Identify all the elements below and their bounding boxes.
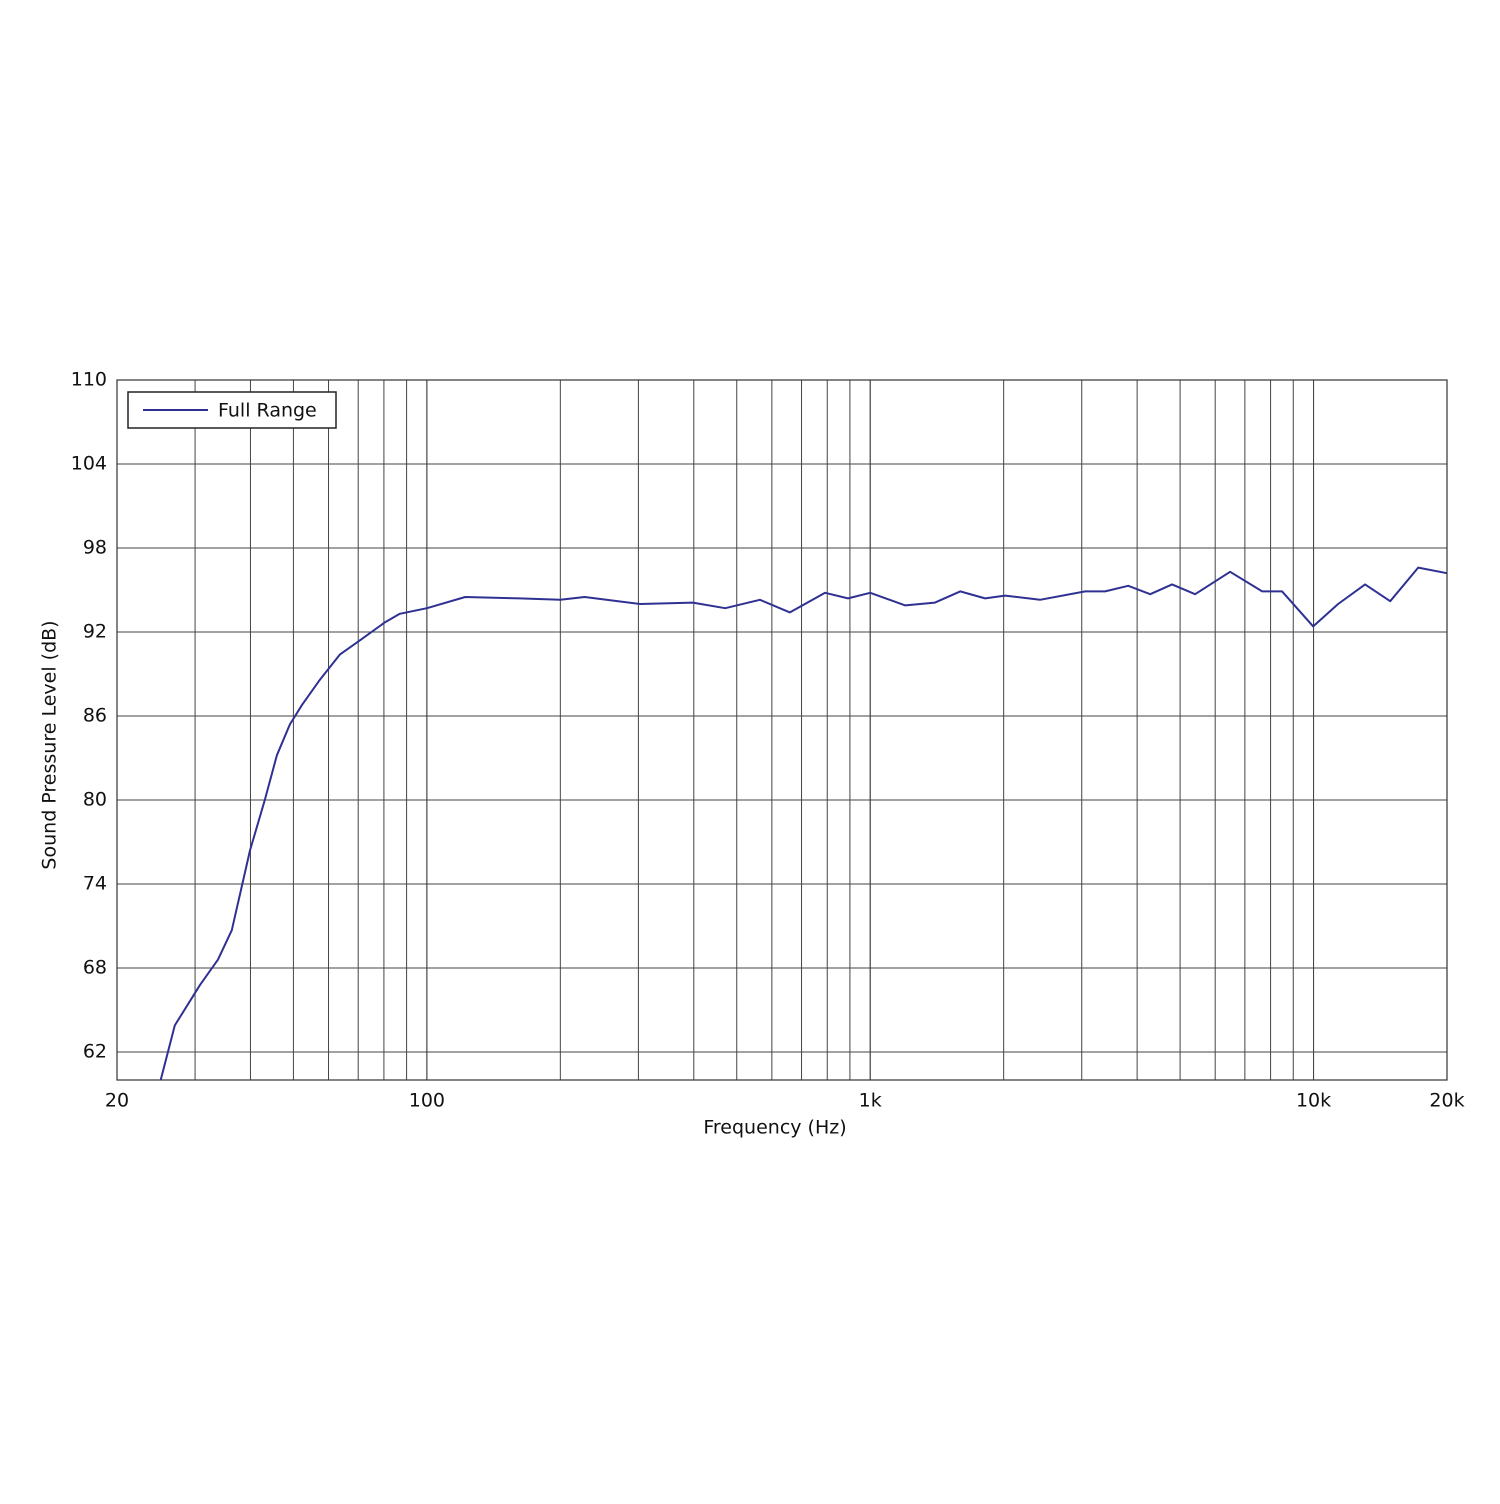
x-tick-label: 20k <box>1429 1090 1464 1112</box>
y-axis-label: Sound Pressure Level (dB) <box>39 620 61 869</box>
y-tick-label: 74 <box>83 873 107 895</box>
x-tick-label: 1k <box>859 1090 882 1112</box>
plot-frame <box>116 379 1448 1081</box>
y-tick-label: 62 <box>83 1041 107 1063</box>
y-tick-label: 98 <box>83 537 107 559</box>
y-tick-label: 68 <box>83 957 107 979</box>
y-tick-label: 86 <box>83 705 107 727</box>
y-tick-label: 80 <box>83 789 107 811</box>
y-tick-label: 92 <box>83 621 107 643</box>
x-tick-label: 10k <box>1296 1090 1331 1112</box>
line-series <box>159 566 1448 1081</box>
y-tick-label: 110 <box>71 369 107 391</box>
x-axis-label: Frequency (Hz) <box>703 1117 846 1139</box>
x-tick-label: 100 <box>409 1090 445 1112</box>
y-tick-label: 104 <box>71 453 107 475</box>
legend-label: Full Range <box>218 400 317 422</box>
x-tick-label: 20 <box>105 1090 129 1112</box>
